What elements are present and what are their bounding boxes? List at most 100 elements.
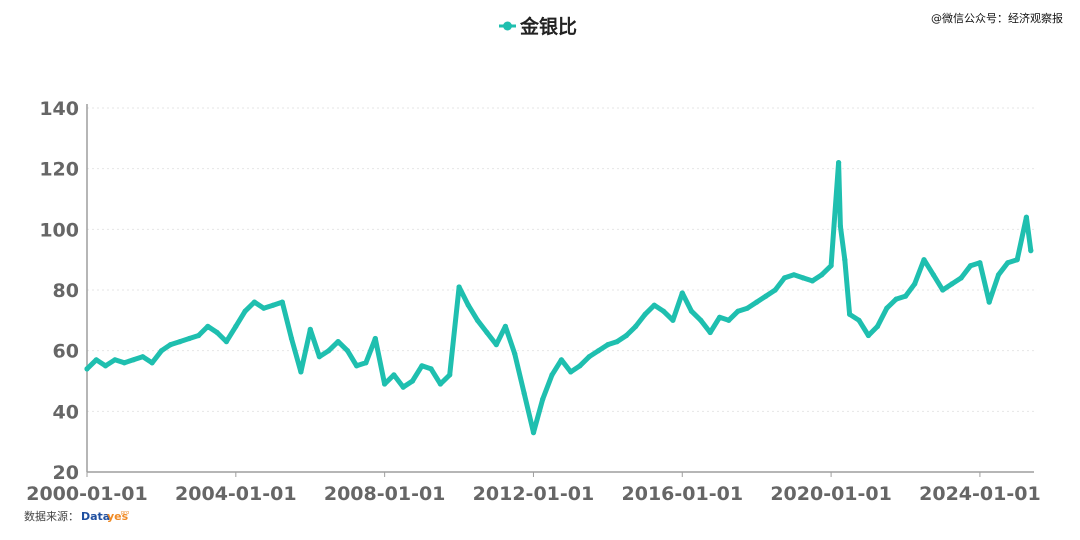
source-logo-yes: yes xyxy=(107,510,129,523)
data-point xyxy=(158,348,165,354)
data-point xyxy=(447,372,453,378)
data-point xyxy=(865,332,872,339)
y-tick-label: 120 xyxy=(39,159,79,181)
y-tick-label: 60 xyxy=(53,341,79,363)
data-point xyxy=(986,299,992,305)
data-point xyxy=(335,339,341,345)
data-point xyxy=(930,272,937,278)
data-point xyxy=(540,396,546,402)
source-label: 数据来源： xyxy=(24,509,79,523)
data-point xyxy=(428,366,434,372)
data-point xyxy=(484,329,490,336)
data-point xyxy=(372,335,378,342)
data-point xyxy=(84,366,90,372)
data-point xyxy=(837,223,844,229)
data-point xyxy=(763,293,769,299)
data-point xyxy=(93,357,99,363)
data-point xyxy=(168,342,174,348)
data-point xyxy=(874,323,881,329)
data-point xyxy=(651,302,657,308)
data-point xyxy=(279,299,285,305)
data-point xyxy=(391,372,397,378)
data-point xyxy=(102,363,109,369)
data-point xyxy=(288,335,295,342)
data-point xyxy=(177,339,183,345)
data-point xyxy=(112,357,118,363)
data-point xyxy=(977,260,983,266)
data-point xyxy=(205,323,211,329)
data-point xyxy=(1023,214,1029,220)
data-point xyxy=(819,272,825,278)
data-point xyxy=(568,369,574,375)
data-point xyxy=(1028,248,1034,254)
x-tick-label: 2012-01-01 xyxy=(473,483,595,505)
data-point xyxy=(502,323,508,329)
watermark: @微信公众号：经济观察报 xyxy=(931,11,1063,25)
data-point xyxy=(307,326,313,332)
data-point xyxy=(800,275,806,281)
data-source: 数据来源： Data yes pro xyxy=(24,509,129,523)
data-point xyxy=(726,317,732,323)
data-point xyxy=(363,360,369,366)
data-point xyxy=(316,354,322,360)
data-point xyxy=(809,278,816,284)
data-point xyxy=(903,293,909,299)
y-tick-label: 40 xyxy=(53,401,79,423)
data-point xyxy=(707,329,713,336)
x-tick-label: 2024-01-01 xyxy=(919,483,1041,505)
data-point xyxy=(642,311,648,317)
data-point xyxy=(1014,257,1020,263)
data-point xyxy=(884,305,890,311)
y-axis-ticks: 20 40 60 80 100 120 140 xyxy=(39,98,79,484)
data-point xyxy=(698,317,704,323)
data-point xyxy=(940,287,946,293)
data-point xyxy=(847,311,853,317)
data-point xyxy=(465,302,471,308)
data-point xyxy=(679,290,685,296)
data-point xyxy=(842,257,848,263)
data-point xyxy=(214,329,220,336)
data-point xyxy=(1005,260,1011,266)
data-point xyxy=(995,272,1002,278)
x-tick-label: 2008-01-01 xyxy=(324,483,446,505)
data-point xyxy=(623,332,630,339)
data-point xyxy=(196,332,202,339)
legend[interactable]: 金银比 xyxy=(499,15,577,38)
data-point xyxy=(251,299,257,305)
data-point xyxy=(326,348,332,354)
data-point xyxy=(893,296,899,302)
y-tick-label: 100 xyxy=(39,219,79,241)
source-logo-data: Data xyxy=(81,510,110,523)
data-point xyxy=(717,314,723,320)
x-tick-label: 2004-01-01 xyxy=(175,483,297,505)
data-point xyxy=(836,160,842,166)
data-point xyxy=(270,302,276,308)
data-point xyxy=(586,354,592,360)
data-point xyxy=(912,281,918,287)
data-point xyxy=(130,357,136,363)
data-point xyxy=(512,351,518,357)
data-point xyxy=(921,257,927,263)
data-point xyxy=(409,378,416,384)
data-point xyxy=(186,335,192,342)
data-point xyxy=(242,308,248,314)
axes xyxy=(86,104,1034,473)
data-point xyxy=(354,363,360,369)
data-point xyxy=(856,317,862,323)
data-point xyxy=(530,430,537,436)
data-point xyxy=(744,305,751,311)
data-point xyxy=(344,348,351,354)
x-tick-label: 2000-01-01 xyxy=(26,483,148,505)
data-point xyxy=(772,287,778,293)
data-point xyxy=(670,317,676,323)
data-point xyxy=(233,323,239,329)
data-point xyxy=(949,281,955,287)
data-point xyxy=(781,275,788,281)
data-point xyxy=(958,275,964,281)
data-point xyxy=(735,308,741,314)
data-point xyxy=(474,317,481,323)
data-point xyxy=(754,299,760,305)
y-tick-label: 20 xyxy=(53,462,79,484)
data-point xyxy=(493,342,499,348)
data-point xyxy=(577,363,583,369)
